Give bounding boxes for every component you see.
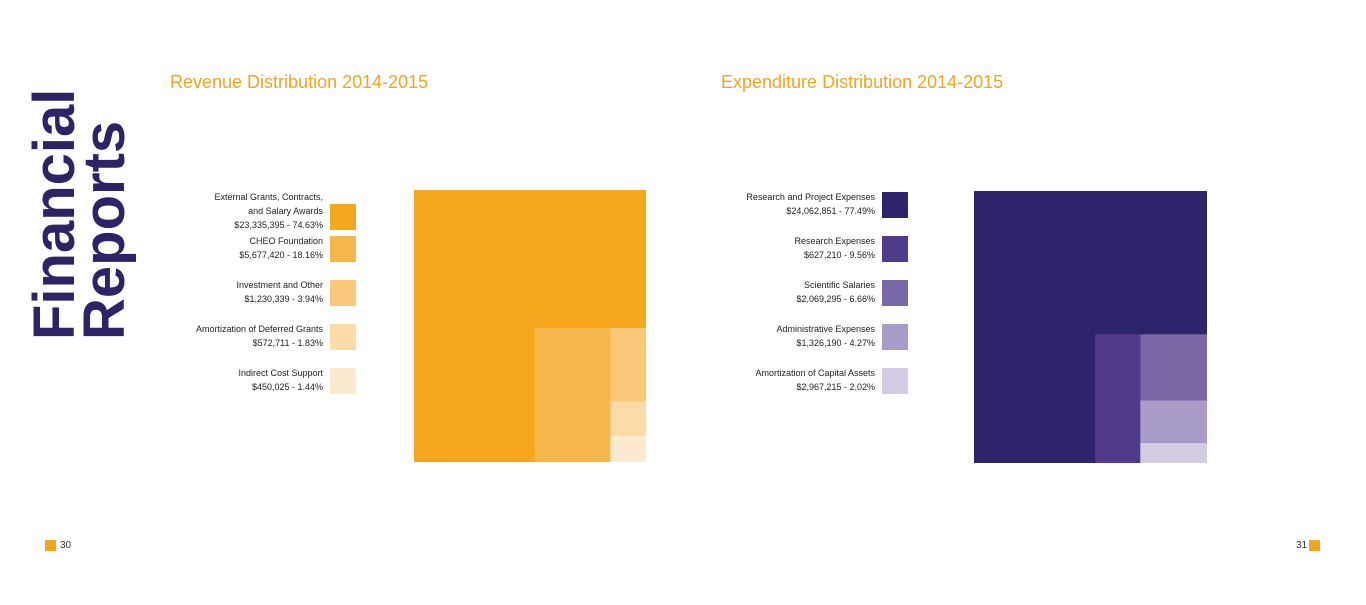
legend-value: $5,677,420 - 18.16% — [239, 250, 323, 260]
legend-item: Indirect Cost Support $450,025 - 1.44% — [238, 366, 356, 394]
side-title-line-2: Reports — [72, 120, 137, 340]
legend-item: Scientific Salaries $2,069,295 - 6.66% — [796, 278, 908, 306]
treemap-cell — [610, 401, 646, 436]
page-number-right: 31 — [1296, 540, 1321, 551]
legend-value: $450,025 - 1.44% — [251, 382, 323, 392]
legend-value: $23,335,395 - 74.63% — [234, 220, 323, 230]
legend-label-line: Research and Project Expenses — [746, 192, 875, 202]
page-number-right-text: 31 — [1296, 540, 1308, 551]
legend-item: Amortization of Capital Assets $2,967,215… — [755, 366, 908, 394]
legend-text: Research Expenses $627,210 - 9.56% — [794, 234, 875, 262]
treemap-cell — [1140, 442, 1207, 463]
legend-item: Research and Project Expenses $24,062,851… — [746, 190, 908, 218]
page-marker-square — [1309, 540, 1321, 551]
legend-label-line: Indirect Cost Support — [238, 368, 323, 378]
legend-label-line: Amortization of Capital Assets — [755, 368, 875, 378]
treemap-cell — [610, 435, 646, 462]
legend-swatch — [882, 368, 908, 394]
expenditure-legend: Research and Project Expenses $24,062,851… — [700, 190, 908, 420]
legend-item: CHEO Foundation $5,677,420 - 18.16% — [239, 234, 356, 262]
legend-label-line: External Grants, Contracts, — [214, 192, 323, 202]
legend-text: Investment and Other $1,230,339 - 3.94% — [236, 278, 323, 306]
legend-swatch — [330, 324, 356, 350]
legend-text: CHEO Foundation $5,677,420 - 18.16% — [239, 234, 323, 262]
legend-label-line: and Salary Awards — [248, 206, 323, 216]
legend-swatch — [882, 192, 908, 218]
legend-swatch — [330, 368, 356, 394]
legend-text: Amortization of Deferred Grants $572,711 … — [196, 322, 323, 350]
legend-item: Administrative Expenses $1,326,190 - 4.27… — [776, 322, 908, 350]
legend-label-line: Scientific Salaries — [803, 280, 875, 290]
page-number-left-text: 30 — [60, 540, 72, 551]
legend-swatch — [330, 236, 356, 262]
legend-swatch — [330, 204, 356, 230]
legend-item: Investment and Other $1,230,339 - 3.94% — [236, 278, 356, 306]
legend-value: $24,062,851 - 77.49% — [786, 206, 875, 216]
expenditure-chart-title: Expenditure Distribution 2014-2015 — [721, 72, 1004, 92]
legend-text: Scientific Salaries $2,069,295 - 6.66% — [796, 278, 875, 306]
treemap-cell — [534, 328, 611, 462]
legend-item: Research Expenses $627,210 - 9.56% — [794, 234, 908, 262]
legend-label-line: Investment and Other — [236, 280, 323, 290]
legend-value: $2,069,295 - 6.66% — [796, 294, 875, 304]
legend-value: $2,967,215 - 2.02% — [796, 382, 875, 392]
revenue-legend: External Grants, Contracts, and Salary Aw… — [150, 190, 356, 420]
legend-swatch — [882, 280, 908, 306]
legend-label-line: Research Expenses — [794, 236, 875, 246]
legend-label-line: Amortization of Deferred Grants — [195, 324, 323, 334]
legend-value: $1,230,339 - 3.94% — [244, 294, 323, 304]
legend-value: $627,210 - 9.56% — [803, 250, 875, 260]
legend-value: $572,711 - 1.83% — [252, 338, 323, 348]
legend-swatch — [882, 236, 908, 262]
legend-item: External Grants, Contracts, and Salary Aw… — [214, 190, 356, 232]
legend-swatch — [330, 280, 356, 306]
legend-text: Administrative Expenses $1,326,190 - 4.27… — [776, 322, 875, 350]
side-title: Financial Reports — [22, 89, 137, 340]
treemap-cell — [1140, 334, 1207, 401]
treemap-cell — [610, 328, 646, 402]
revenue-treemap — [414, 190, 646, 462]
revenue-chart-title: Revenue Distribution 2014-2015 — [170, 72, 429, 92]
treemap-cell — [1140, 400, 1207, 443]
page-marker-square — [45, 540, 56, 551]
legend-text: External Grants, Contracts, and Salary Aw… — [214, 190, 323, 232]
expenditure-treemap — [974, 191, 1207, 463]
legend-item: Amortization of Deferred Grants $572,711 … — [196, 322, 356, 350]
legend-label-line: CHEO Foundation — [249, 236, 323, 246]
treemap-cell — [1095, 334, 1141, 463]
legend-text: Indirect Cost Support $450,025 - 1.44% — [238, 366, 323, 394]
page-number-left: 30 — [45, 540, 71, 551]
legend-text: Amortization of Capital Assets $2,967,215… — [755, 366, 875, 394]
legend-value: $1,326,190 - 4.27% — [796, 338, 875, 348]
legend-text: Research and Project Expenses $24,062,851… — [746, 190, 875, 218]
legend-label-line: Administrative Expenses — [776, 324, 875, 334]
legend-swatch — [882, 324, 908, 350]
